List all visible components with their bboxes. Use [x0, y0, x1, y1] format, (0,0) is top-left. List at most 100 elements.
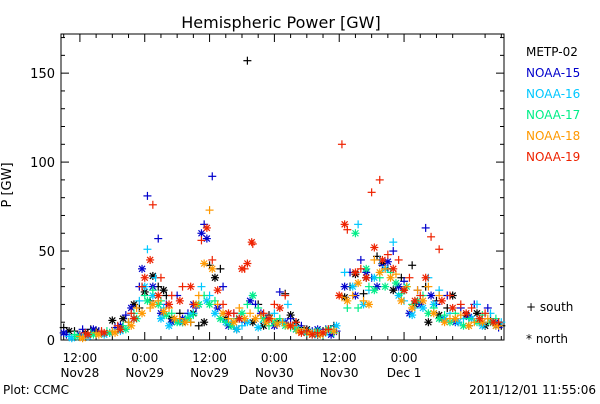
- north-marker: [378, 255, 387, 264]
- south-marker: [370, 255, 379, 264]
- south-marker: [254, 303, 263, 312]
- north-marker: [159, 307, 168, 316]
- south-marker: [154, 234, 163, 243]
- north-marker: [116, 325, 125, 334]
- south-marker: [408, 261, 417, 270]
- north-marker: [389, 264, 398, 273]
- x-tick-label-date: Nov30: [320, 366, 359, 380]
- south-marker: [456, 300, 465, 309]
- north-marker: [78, 334, 87, 343]
- north-marker: [475, 314, 484, 323]
- south-marker: [194, 291, 203, 300]
- south-marker: [302, 327, 311, 336]
- north-marker: [181, 318, 190, 327]
- north-marker: [421, 273, 430, 282]
- north-marker: [370, 273, 379, 282]
- north-marker: [202, 234, 211, 243]
- south-marker: [367, 188, 376, 197]
- north-marker: [424, 318, 433, 327]
- north-marker: [362, 273, 371, 282]
- north-marker: [165, 321, 174, 330]
- north-marker: [208, 264, 217, 273]
- south-marker: [156, 273, 165, 282]
- north-marker: [111, 328, 120, 337]
- north-marker: [138, 309, 147, 318]
- south-marker: [483, 314, 492, 323]
- south-marker: [424, 282, 433, 291]
- south-marker: [219, 300, 228, 309]
- north-marker: [154, 291, 163, 300]
- legend-series-label: NOAA-16: [526, 87, 580, 101]
- south-marker: [472, 300, 481, 309]
- north-marker: [200, 318, 209, 327]
- north-marker: [229, 318, 238, 327]
- south-marker: [456, 311, 465, 320]
- north-marker: [375, 268, 384, 277]
- north-marker: [59, 328, 68, 337]
- north-marker: [448, 303, 457, 312]
- south-marker: [270, 300, 279, 309]
- north-marker: [427, 291, 436, 300]
- x-tick-label-date: Nov29: [125, 366, 164, 380]
- south-marker: [243, 300, 252, 309]
- north-marker: [148, 300, 157, 309]
- north-marker: [397, 296, 406, 305]
- x-tick-label-date: Nov30: [255, 366, 294, 380]
- north-marker: [240, 314, 249, 323]
- south-marker: [292, 318, 301, 327]
- legend-series-label: NOAA-19: [526, 150, 580, 164]
- south-marker: [354, 220, 363, 229]
- north-marker: [140, 273, 149, 282]
- south-marker: [483, 303, 492, 312]
- north-marker: [462, 309, 471, 318]
- south-marker: [389, 238, 398, 247]
- north-marker: [464, 321, 473, 330]
- north-marker: [440, 318, 449, 327]
- north-marker: [138, 264, 147, 273]
- north-marker: [381, 282, 390, 291]
- legend-series-label: METP-02: [526, 45, 578, 59]
- north-marker: [200, 259, 209, 268]
- south-marker: [148, 286, 157, 295]
- x-tick-label-time: 0:00: [391, 351, 418, 365]
- north-marker: [351, 229, 360, 238]
- legend-series-label: NOAA-17: [526, 108, 580, 122]
- south-marker: [208, 172, 217, 181]
- north-marker: [308, 330, 317, 339]
- x-tick-label-time: 0:00: [261, 351, 288, 365]
- south-marker: [381, 264, 390, 273]
- north-marker: [251, 314, 260, 323]
- y-axis-label: P [GW]: [0, 162, 15, 207]
- south-marker: [278, 318, 287, 327]
- south-marker: [470, 318, 479, 327]
- north-marker: [108, 316, 117, 325]
- south-marker: [435, 245, 444, 254]
- south-marker: [359, 289, 368, 298]
- south-marker: [197, 236, 206, 245]
- plot-frame: [60, 33, 505, 341]
- north-marker: [373, 282, 382, 291]
- north-marker: [394, 282, 403, 291]
- north-marker: [254, 323, 263, 332]
- south-marker: [389, 247, 398, 256]
- south-marker: [281, 291, 290, 300]
- north-marker: [247, 238, 256, 247]
- north-marker: [340, 282, 349, 291]
- south-marker: [383, 250, 392, 259]
- south-marker: [275, 287, 284, 296]
- north-marker: [205, 300, 214, 309]
- south-marker: [208, 255, 217, 264]
- south-marker: [427, 232, 436, 241]
- north-marker: [329, 327, 338, 336]
- north-marker: [400, 286, 409, 295]
- north-marker: [340, 220, 349, 229]
- data-markers: [59, 56, 506, 343]
- south-marker: [216, 264, 225, 273]
- south-marker: [364, 282, 373, 291]
- south-marker: [121, 311, 130, 320]
- north-marker: [489, 318, 498, 327]
- x-tick-label-time: 12:00: [322, 351, 357, 365]
- north-marker: [348, 282, 357, 291]
- north-marker: [84, 330, 93, 339]
- south-marker: [197, 282, 206, 291]
